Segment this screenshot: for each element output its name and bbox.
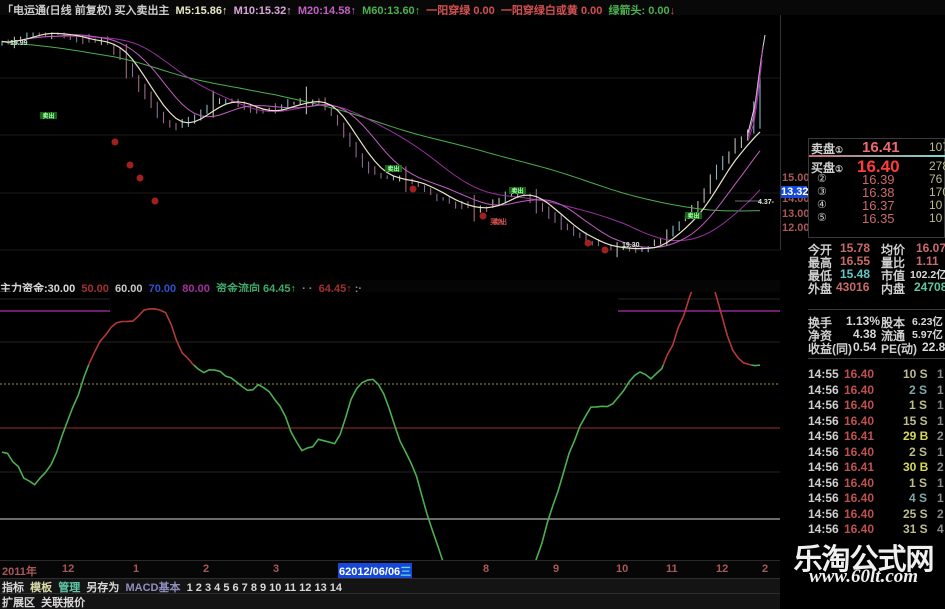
svg-text:卖出: 卖出 xyxy=(511,187,523,195)
svg-text:4.37-: 4.37- xyxy=(758,199,775,206)
svg-text:卖出: 卖出 xyxy=(42,112,54,120)
svg-text:卖出: 卖出 xyxy=(387,165,399,173)
svg-text:买入: 买入 xyxy=(490,218,504,226)
svg-text:19.30: 19.30 xyxy=(622,242,640,249)
svg-text:卖出: 卖出 xyxy=(687,212,699,220)
svg-text:19.99: 19.99 xyxy=(10,40,28,47)
